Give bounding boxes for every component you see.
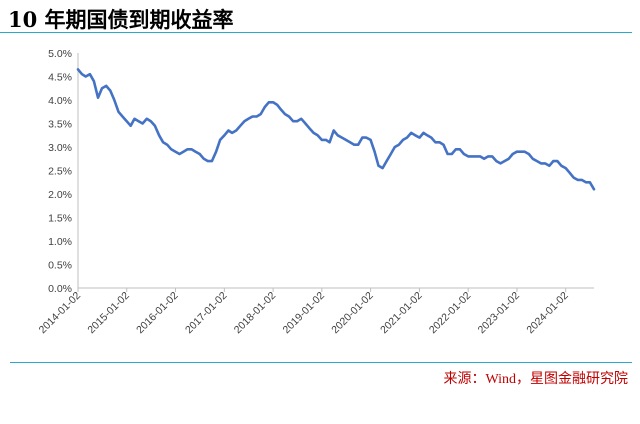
x-tick-label: 2021-01-02 bbox=[378, 290, 425, 337]
axes bbox=[77, 53, 594, 292]
y-tick-label: 0.5% bbox=[48, 260, 72, 272]
source-note: 来源：Wind，星图金融研究院 bbox=[443, 372, 628, 387]
x-tick-label: 2022-01-02 bbox=[427, 290, 474, 337]
x-tick-label: 2014-01-02 bbox=[37, 290, 84, 337]
y-tick-label: 1.5% bbox=[48, 213, 72, 225]
y-tick-label: 4.0% bbox=[48, 95, 72, 107]
y-tick-label: 2.5% bbox=[48, 166, 72, 178]
x-axis-labels: 2014-01-02 2015-01-02 2016-01-02 2017-01-02… bbox=[37, 290, 571, 337]
bottom-divider bbox=[10, 362, 632, 363]
y-axis-labels: 0.0% 0.5% 1.0% 1.5% 2.0% 2.5% 3.0% 3.5% 4.0% 4.5%… bbox=[48, 48, 72, 295]
x-tick-label: 2018-01-02 bbox=[232, 290, 279, 337]
y-tick-label: 1.0% bbox=[48, 236, 72, 248]
x-tick-label: 2020-01-02 bbox=[329, 290, 376, 337]
y-tick-label: 2.0% bbox=[48, 189, 72, 201]
y-tick-label: 3.5% bbox=[48, 119, 72, 131]
x-tick-label: 2019-01-02 bbox=[280, 290, 327, 337]
top-divider bbox=[0, 32, 632, 33]
yield-line bbox=[76, 68, 596, 191]
y-tick-label: 5.0% bbox=[48, 48, 72, 60]
x-tick-label: 2015-01-02 bbox=[85, 290, 132, 337]
x-tick-label: 2024-01-02 bbox=[524, 290, 571, 337]
x-tick-label: 2023-01-02 bbox=[476, 290, 523, 337]
x-tick-label: 2017-01-02 bbox=[183, 290, 230, 337]
y-tick-label: 0.0% bbox=[48, 283, 72, 295]
chart-title: 10 年期国债到期收益率 bbox=[8, 7, 234, 32]
x-tick-label: 2016-01-02 bbox=[134, 290, 181, 337]
y-tick-label: 3.0% bbox=[48, 142, 72, 154]
y-tick-label: 4.5% bbox=[48, 72, 72, 84]
